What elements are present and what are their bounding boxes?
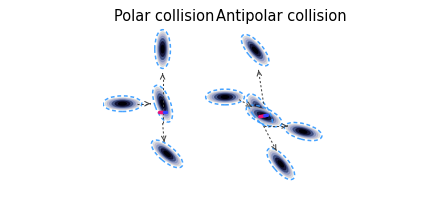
Ellipse shape (250, 98, 269, 123)
Ellipse shape (258, 112, 271, 120)
Ellipse shape (257, 107, 262, 114)
Ellipse shape (105, 98, 140, 109)
Ellipse shape (299, 130, 307, 133)
Ellipse shape (159, 147, 175, 161)
Text: Polar collision: Polar collision (114, 9, 214, 24)
Ellipse shape (115, 101, 130, 106)
Ellipse shape (296, 129, 310, 134)
Ellipse shape (289, 125, 318, 138)
Ellipse shape (255, 111, 273, 121)
Ellipse shape (278, 161, 283, 167)
Ellipse shape (252, 109, 276, 123)
Text: Antipolar collision: Antipolar collision (216, 9, 347, 24)
Ellipse shape (154, 142, 181, 166)
Ellipse shape (164, 151, 170, 157)
Ellipse shape (249, 96, 270, 125)
Ellipse shape (252, 99, 268, 121)
Ellipse shape (253, 102, 266, 119)
Ellipse shape (158, 36, 167, 62)
Ellipse shape (155, 143, 179, 164)
Ellipse shape (261, 114, 267, 118)
Ellipse shape (156, 89, 170, 118)
Ellipse shape (245, 38, 266, 62)
Ellipse shape (272, 154, 290, 174)
Ellipse shape (119, 102, 126, 105)
Ellipse shape (157, 91, 169, 116)
Ellipse shape (159, 39, 166, 59)
Ellipse shape (221, 96, 229, 98)
Ellipse shape (218, 95, 232, 99)
Ellipse shape (160, 42, 165, 56)
Ellipse shape (252, 47, 258, 53)
Ellipse shape (112, 100, 133, 107)
Ellipse shape (110, 99, 135, 108)
Ellipse shape (158, 94, 167, 114)
Ellipse shape (243, 36, 267, 64)
Ellipse shape (208, 91, 243, 103)
Ellipse shape (291, 126, 316, 137)
Ellipse shape (250, 44, 260, 56)
Ellipse shape (157, 32, 169, 66)
Ellipse shape (161, 149, 173, 159)
Ellipse shape (248, 42, 262, 58)
Ellipse shape (159, 97, 166, 111)
Ellipse shape (157, 145, 177, 163)
Ellipse shape (154, 87, 171, 120)
Ellipse shape (269, 150, 293, 178)
Ellipse shape (215, 93, 235, 101)
Ellipse shape (250, 108, 278, 124)
Ellipse shape (212, 93, 238, 101)
Ellipse shape (246, 40, 264, 60)
Ellipse shape (286, 124, 320, 139)
Ellipse shape (161, 100, 164, 107)
Ellipse shape (276, 158, 286, 170)
Ellipse shape (273, 156, 288, 172)
Ellipse shape (248, 107, 280, 125)
Ellipse shape (293, 127, 313, 136)
Ellipse shape (210, 92, 240, 102)
Ellipse shape (270, 152, 291, 176)
Ellipse shape (255, 104, 264, 116)
Ellipse shape (161, 45, 164, 53)
Ellipse shape (157, 34, 168, 64)
Ellipse shape (107, 99, 138, 109)
